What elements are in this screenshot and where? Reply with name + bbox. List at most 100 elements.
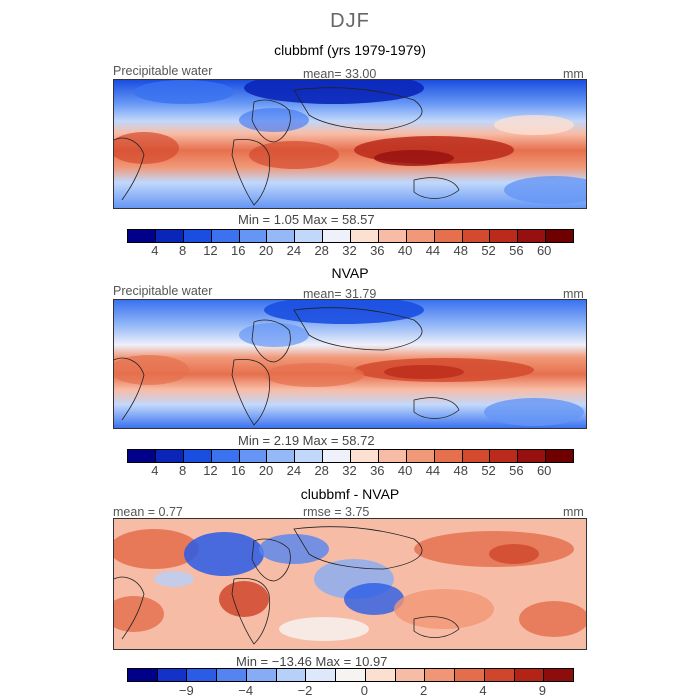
panel2-left-label: Precipitable water <box>113 284 213 298</box>
panel3-colorbar-tick-label: −9 <box>178 683 194 698</box>
panel1-units-label: mm <box>563 67 584 81</box>
panel1-colorbar-cell <box>183 230 212 242</box>
panel3-map <box>113 518 587 650</box>
panel1-title: clubbmf (yrs 1979-1979) <box>274 42 426 58</box>
panel3-colorbar <box>127 668 574 682</box>
panel2-colorbar-cell <box>462 450 491 462</box>
panel3-colorbar-cell <box>306 669 337 681</box>
panel2-colorbar-cell <box>183 450 212 462</box>
panel2-colorbar-tick-label: 60 <box>536 463 552 478</box>
panel2-colorbar-tick-label: 40 <box>397 463 413 478</box>
panel1-colorbar-tick-label: 52 <box>481 243 496 258</box>
panel3-colorbar-cell <box>395 669 426 681</box>
panel1-colorbar-tick-label: 56 <box>509 243 524 258</box>
panel3-mean-label: mean = 0.77 <box>113 505 183 519</box>
panel3-colorbar-tick-label: 9 <box>538 683 546 698</box>
panel2-min-max: Min = 2.19 Max = 58.72 <box>238 433 375 448</box>
panel2-colorbar-cell <box>155 450 184 462</box>
panel1-colorbar-cell <box>295 230 324 242</box>
panel1-colorbar-cell <box>323 230 351 242</box>
panel2-colorbar-tick-label: 52 <box>481 463 496 478</box>
panel1-colorbar-cell <box>406 230 435 242</box>
panel2-colorbar-tick-label: 4 <box>151 463 159 478</box>
panel1-colorbar-tick-label: 32 <box>342 243 357 258</box>
panel1-colorbar-cell <box>351 230 379 242</box>
panel3-colorbar-tick-label: 4 <box>479 683 487 698</box>
panel1-colorbar-cell <box>155 230 184 242</box>
panel3-colorbar-tick-label: −4 <box>238 683 254 698</box>
panel1-colorbar-cell <box>434 230 463 242</box>
panel1-map-svg <box>114 80 586 208</box>
panel2-colorbar-cell <box>295 450 324 462</box>
panel1-colorbar-cell <box>128 230 156 242</box>
panel2-map-svg <box>114 300 586 428</box>
panel2-colorbar-tick-label: 56 <box>509 463 524 478</box>
panel2-mean-label: mean= 31.79 <box>303 287 377 301</box>
panel3-colorbar-cell <box>128 669 158 681</box>
panel2-colorbar-tick-label: 32 <box>342 463 357 478</box>
panel2-colorbar-cell <box>323 450 351 462</box>
panel1-colorbar-tick-label: 12 <box>203 243 218 258</box>
panel2-colorbar-tick-label: 12 <box>203 463 218 478</box>
panel3-rmse-label: rmse = 3.75 <box>303 505 370 519</box>
panel1-map <box>113 79 587 209</box>
panel3-colorbar-cell <box>246 669 277 681</box>
panel3-colorbar-cell <box>365 669 396 681</box>
panel2-colorbar-tick-label: 28 <box>314 463 329 478</box>
panel2-colorbar-cell <box>490 450 519 462</box>
panel2-colorbar <box>127 449 574 463</box>
season-title: DJF <box>330 10 370 32</box>
panel3-colorbar-cell <box>157 669 188 681</box>
panel2-colorbar-tick-label: 36 <box>370 463 385 478</box>
panel2-colorbar-tick-label: 24 <box>286 463 302 478</box>
panel2-colorbar-tick-label: 8 <box>179 463 187 478</box>
panel3-colorbar-cell <box>425 669 456 681</box>
panel3-colorbar-cell <box>336 669 366 681</box>
panel1-mean-label: mean= 33.00 <box>303 67 377 81</box>
panel3-colorbar-tick-label: −2 <box>297 683 313 698</box>
panel1-colorbar-tick-label: 4 <box>151 243 159 258</box>
panel2-colorbar-cell <box>351 450 379 462</box>
panel1-colorbar-tick-label: 20 <box>258 243 274 258</box>
panel2-colorbar-cell <box>128 450 156 462</box>
panel3-colorbar-cell <box>484 669 515 681</box>
panel2-colorbar-cell <box>434 450 463 462</box>
panel2-map <box>113 299 587 429</box>
panel1-colorbar-tick-label: 44 <box>425 243 441 258</box>
panel2-colorbar-tick-label: 16 <box>231 463 246 478</box>
panel2-colorbar-cell <box>406 450 435 462</box>
panel1-colorbar-cell <box>211 230 240 242</box>
panel3-colorbar-cell <box>544 669 574 681</box>
panel1-colorbar-cell <box>267 230 296 242</box>
panel1-colorbar-cell <box>546 230 573 242</box>
panel3-colorbar-cell <box>455 669 485 681</box>
panel3-colorbar-cell <box>217 669 247 681</box>
panel1-colorbar-tick-label: 48 <box>453 243 468 258</box>
panel1-colorbar-cell <box>462 230 491 242</box>
panel1-colorbar <box>127 229 574 243</box>
panel2-colorbar-cell <box>267 450 296 462</box>
panel1-left-label: Precipitable water <box>113 64 213 78</box>
panel2-colorbar-tick-label: 48 <box>453 463 468 478</box>
panel1-colorbar-tick-label: 60 <box>536 243 552 258</box>
panel3-min-max: Min = −13.46 Max = 10.97 <box>236 654 388 669</box>
panel2-units-label: mm <box>563 287 584 301</box>
panel3-title: clubbmf - NVAP <box>300 486 400 502</box>
panel1-colorbar-tick-label: 24 <box>286 243 302 258</box>
panel2-colorbar-cell <box>378 450 407 462</box>
panel1-colorbar-cell <box>490 230 519 242</box>
panel1-min-max: Min = 1.05 Max = 58.57 <box>238 212 375 227</box>
panel3-map-svg <box>114 519 586 649</box>
panel2-colorbar-cell <box>518 450 547 462</box>
panel1-colorbar-cell <box>239 230 268 242</box>
panel2-colorbar-tick-label: 20 <box>258 463 274 478</box>
panel3-colorbar-tick-label: 2 <box>420 683 428 698</box>
panel3-colorbar-cell <box>514 669 545 681</box>
panel2-colorbar-tick-label: 44 <box>425 463 441 478</box>
panel3-colorbar-cell <box>276 669 307 681</box>
panel3-colorbar-cell <box>187 669 218 681</box>
panel2-title: NVAP <box>331 265 369 281</box>
panel1-colorbar-cell <box>518 230 547 242</box>
panel3-colorbar-tick-label: 0 <box>360 683 368 698</box>
panel2-colorbar-cell <box>239 450 268 462</box>
